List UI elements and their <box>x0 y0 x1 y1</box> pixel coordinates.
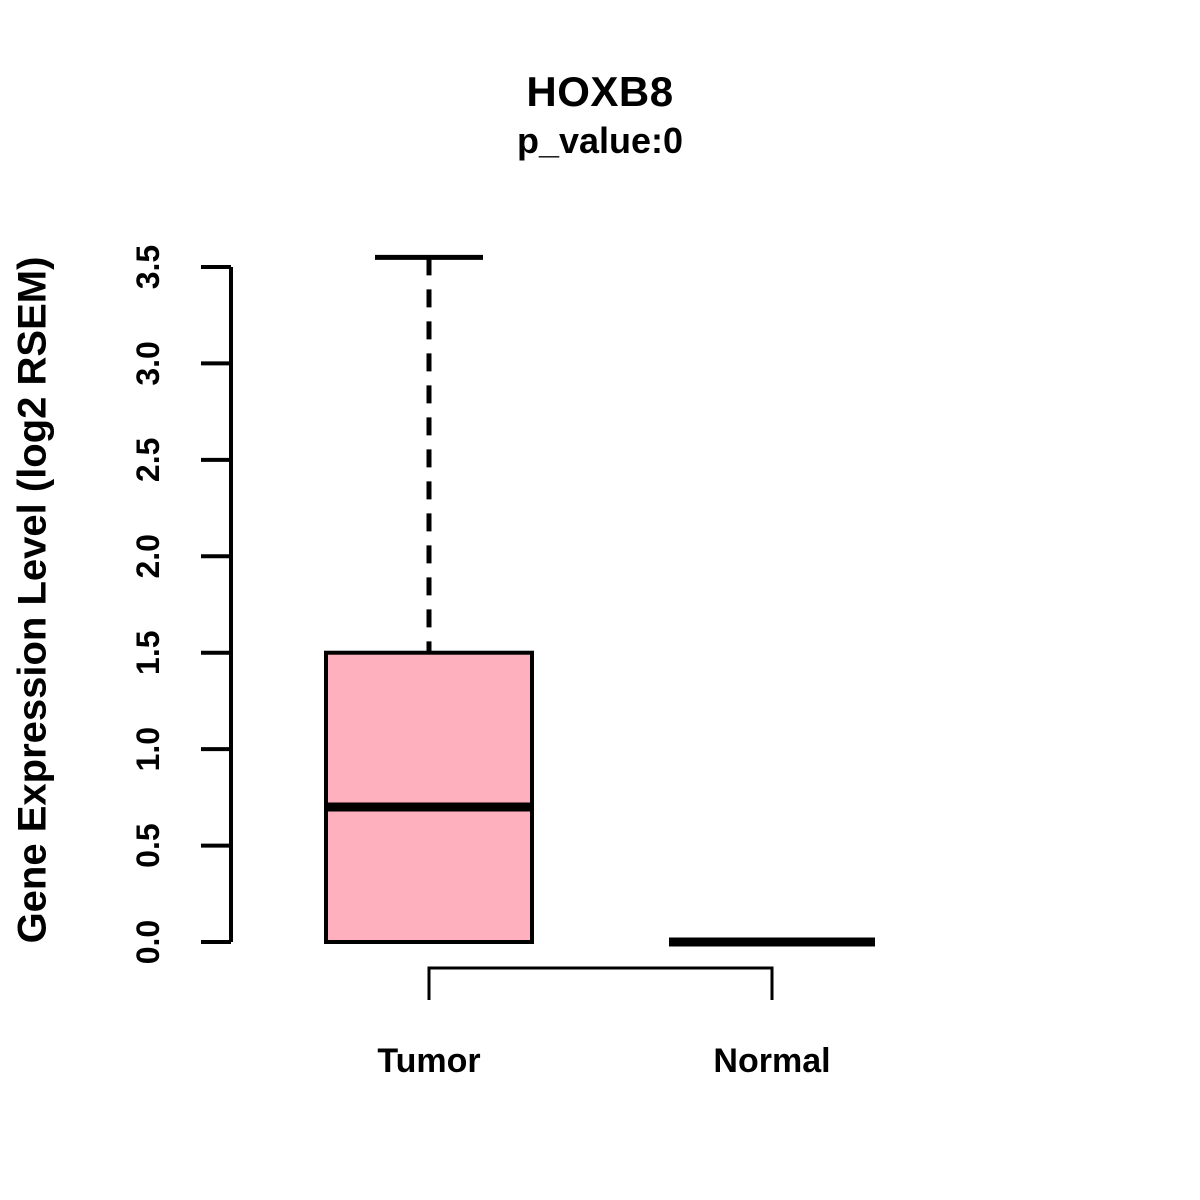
chart-title: HOXB8 <box>526 68 674 115</box>
box-tumor <box>324 650 534 944</box>
y-tick-label: 1.5 <box>130 630 166 674</box>
comparison-bracket <box>427 966 774 1000</box>
x-tick-label-tumor: Tumor <box>377 1042 481 1080</box>
y-tick-label: 1.0 <box>130 727 166 771</box>
y-tick-label: 2.5 <box>130 438 166 482</box>
x-tick-label-normal: Normal <box>713 1042 831 1080</box>
y-tick-label: 0.0 <box>130 920 166 964</box>
y-tick-label: 3.0 <box>130 341 166 385</box>
chart-subtitle-pvalue: p_value:0 <box>516 120 684 161</box>
y-tick-label: 2.0 <box>130 534 166 578</box>
y-tick-label: 0.5 <box>130 823 166 867</box>
y-tick-label: 3.5 <box>130 245 166 289</box>
